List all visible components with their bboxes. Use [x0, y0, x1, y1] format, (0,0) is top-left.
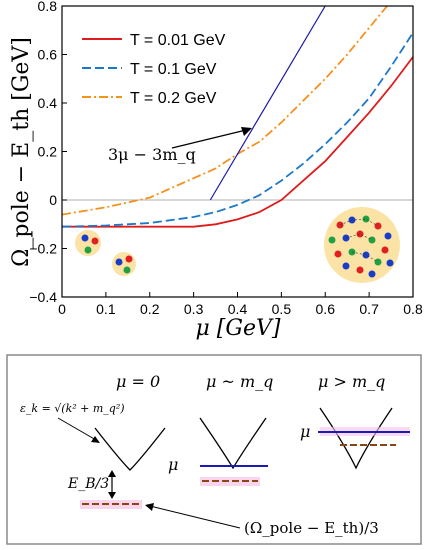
dispersion-pointer-head: [91, 436, 100, 443]
x-tick-label: 0.6: [316, 301, 336, 317]
mu-label-2: μ: [168, 455, 178, 474]
legend: T = 0.01 GeV T = 0.1 GeV T = 0.2 GeV: [82, 32, 226, 107]
series-line-0: [62, 56, 413, 228]
x-tick-label: 0.1: [96, 301, 116, 317]
inset-frame: [6, 354, 422, 545]
y-axis-label: Ω_pole − E_th [GeV]: [9, 37, 34, 267]
x-tick-label: 0: [58, 301, 66, 317]
x-tick-label: 0.2: [140, 301, 160, 317]
binding-label: E_B/3: [67, 476, 109, 492]
x-tick-label: 0.7: [359, 301, 379, 317]
legend-label-t001: T = 0.01 GeV: [130, 32, 226, 49]
y-tick-label: 0.8: [38, 0, 58, 14]
series-line-2: [62, 6, 389, 216]
annotation-3mu: 3μ − 3m_q: [108, 127, 252, 164]
y-tick-label: 0.2: [38, 144, 58, 160]
y-tick-label: 0.4: [38, 95, 58, 111]
x-tick-label: 0.3: [184, 301, 204, 317]
dispersion-label: ε_k = √(k² + m_q²): [20, 402, 125, 415]
binding-arrow-head-down: [108, 492, 116, 499]
plot-frame: [61, 5, 414, 298]
annotation-arrow-line: [171, 129, 247, 149]
x-tick-label: 0.5: [272, 301, 292, 317]
tick-layer: 0 0.1 0.2 0.3 0.4 0.5 0.6 0.7 0.8 −0.4 −0.2 0 0.2 0.4…: [29, 0, 423, 317]
hadron-blob-icon: [75, 230, 136, 276]
pole-pointer: [149, 505, 241, 529]
legend-label-t02: T = 0.2 GeV: [130, 90, 217, 107]
dispersion-curve-2: [199, 417, 267, 470]
chart: 0 0.1 0.2 0.3 0.4 0.5 0.6 0.7 0.8 −0.4 −0.2 0 0.2 0.4…: [9, 0, 423, 341]
x-axis-label: μ [GeV]: [196, 316, 281, 341]
series-line-1: [62, 32, 413, 228]
quark-matter-blob-icon: [324, 207, 400, 283]
y-tick-label: −0.2: [29, 241, 57, 257]
bound-highlight-2: [200, 477, 260, 486]
dispersion-curve-1: [94, 427, 166, 471]
x-tick-label: 0.4: [228, 301, 248, 317]
series-line-3: [209, 6, 326, 201]
annotation-3mu-label: 3μ − 3m_q: [108, 145, 196, 164]
pole-label: (Ω_pole − E_th)/3: [244, 519, 379, 537]
y-tick-label: 0.6: [38, 47, 58, 63]
pole-pointer-head: [145, 503, 154, 511]
x-tick-label: 0.8: [403, 301, 423, 317]
y-tick-label: 0: [49, 192, 57, 208]
series-layer: [62, 6, 413, 228]
bound-highlight-1: [80, 500, 142, 509]
inset-diagram: μ = 0 ε_k = √(k² + m_q²) E_B/3 (Ω_pole −…: [6, 354, 422, 545]
binding-arrow-head-up: [108, 470, 116, 477]
panel2-title: μ ~ m_q: [206, 372, 273, 391]
dispersion-pointer: [57, 417, 97, 441]
annotation-arrow-head: [241, 127, 252, 136]
legend-label-t01: T = 0.1 GeV: [130, 61, 217, 78]
panel1-title: μ = 0: [116, 372, 160, 391]
y-tick-label: −0.4: [29, 289, 57, 305]
panel3-title: μ > m_q: [318, 372, 385, 391]
mu-label-3: μ: [300, 422, 310, 441]
